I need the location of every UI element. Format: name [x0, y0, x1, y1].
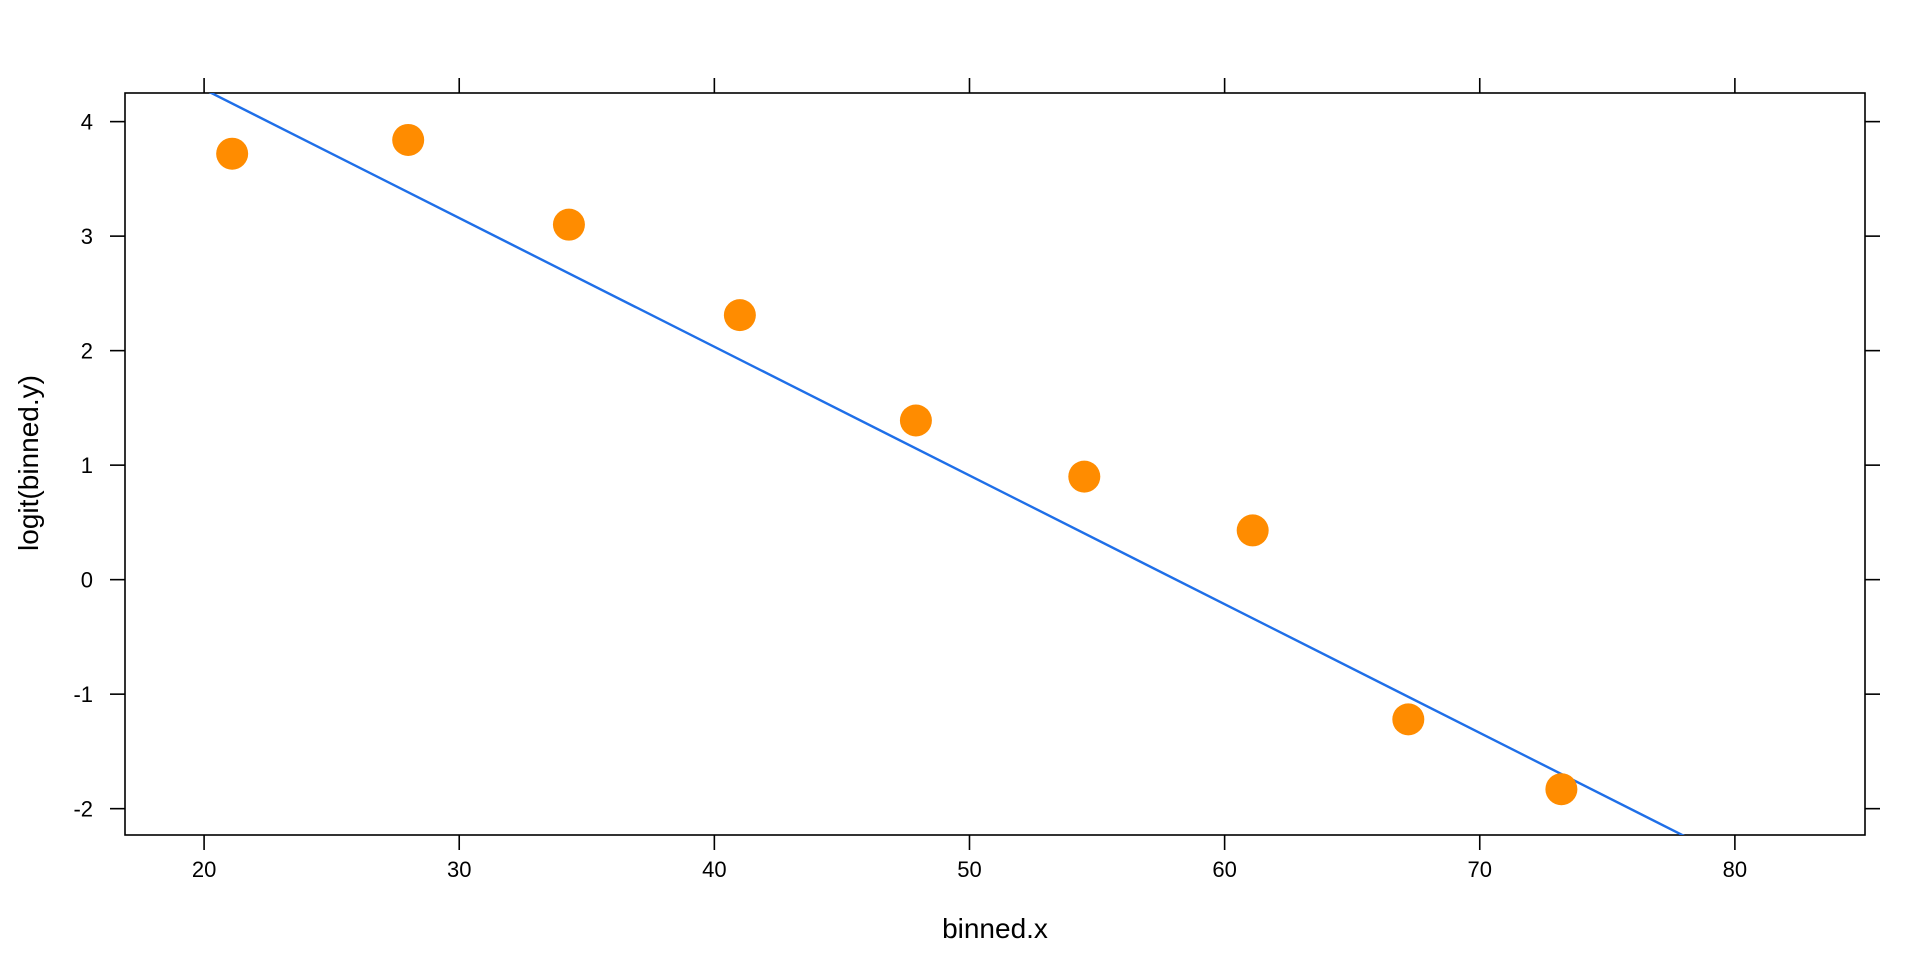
data-point	[899, 404, 932, 437]
y-axis-ticks-left	[110, 120, 125, 810]
y-tick-label: 3	[81, 224, 93, 249]
data-point	[392, 123, 425, 156]
data-point	[1392, 703, 1425, 736]
x-tick-label: 30	[447, 857, 471, 882]
data-point	[216, 137, 249, 170]
y-tick-label: 4	[81, 110, 93, 135]
x-axis-ticks-top	[203, 78, 1736, 93]
fit-line	[208, 93, 1685, 835]
data-point	[552, 208, 585, 241]
data-point	[1068, 460, 1101, 493]
y-tick-label: 1	[81, 453, 93, 478]
y-axis-ticks-right	[1865, 120, 1880, 810]
y-axis-label: logit(binned.y)	[13, 375, 44, 551]
data-points	[216, 123, 1578, 806]
x-tick-label: 40	[702, 857, 726, 882]
y-tick-label: 2	[81, 339, 93, 364]
y-tick-labels: -2 -1 0 1 2 3 4	[73, 110, 93, 822]
data-point	[723, 299, 756, 332]
x-tick-label: 50	[957, 857, 981, 882]
x-axis-label: binned.x	[942, 913, 1048, 944]
y-tick-label: 0	[81, 568, 93, 593]
plot-frame	[124, 92, 1866, 836]
x-tick-label: 60	[1212, 857, 1236, 882]
data-point	[1236, 514, 1269, 547]
x-tick-labels: 20 30 40 50 60 70 80	[192, 857, 1747, 882]
data-point	[1545, 773, 1578, 806]
y-tick-label: -2	[73, 797, 93, 822]
x-axis-ticks-bottom	[203, 835, 1736, 850]
y-tick-label: -1	[73, 682, 93, 707]
x-tick-label: 80	[1723, 857, 1747, 882]
x-tick-label: 20	[192, 857, 216, 882]
x-tick-label: 70	[1468, 857, 1492, 882]
